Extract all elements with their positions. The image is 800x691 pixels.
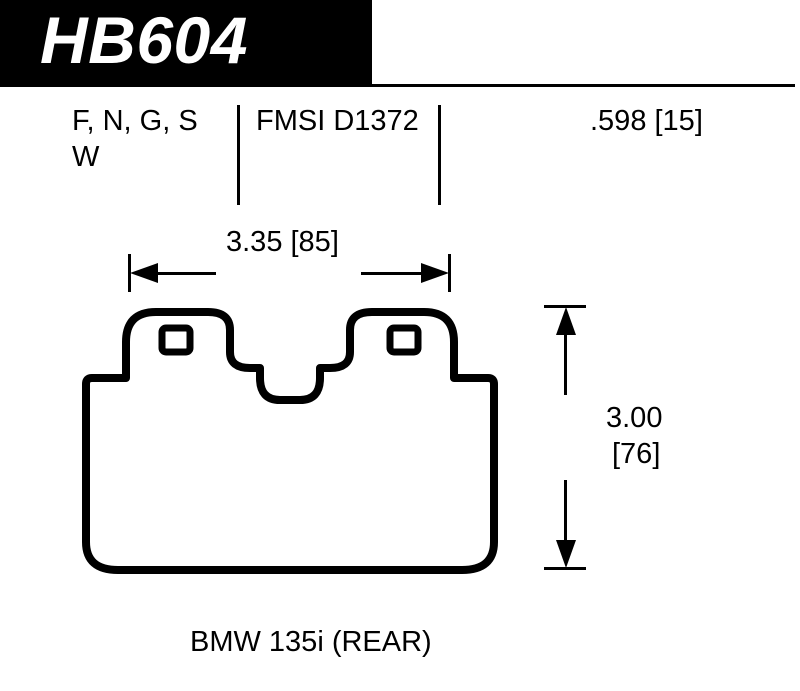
height-line-top [564,325,567,395]
spec-divider-1 [237,105,240,205]
width-label: 3.35 [85] [226,226,339,259]
compounds-line2: W [72,139,99,177]
height-arrow-up [556,307,576,335]
height-label-in: 3.00 [606,402,662,435]
width-line-left [150,272,216,275]
width-arrow-left [130,263,158,283]
product-label: BMW 135i (REAR) [190,626,432,659]
brake-pad-outline [80,300,500,580]
width-line-right [361,272,427,275]
width-arrow-right [421,263,449,283]
height-line-bottom [564,480,567,548]
thickness: .598 [15] [590,103,703,141]
compounds-line1: F, N, G, S [72,103,198,141]
fmsi: FMSI D1372 [256,103,419,141]
part-number: HB604 [40,3,248,77]
title-bar: HB604 [0,0,372,84]
height-arrow-down [556,540,576,568]
height-label-mm: [76] [612,438,660,471]
spec-row: F, N, G, S W FMSI D1372 .598 [15] [0,87,800,227]
spec-divider-2 [438,105,441,205]
